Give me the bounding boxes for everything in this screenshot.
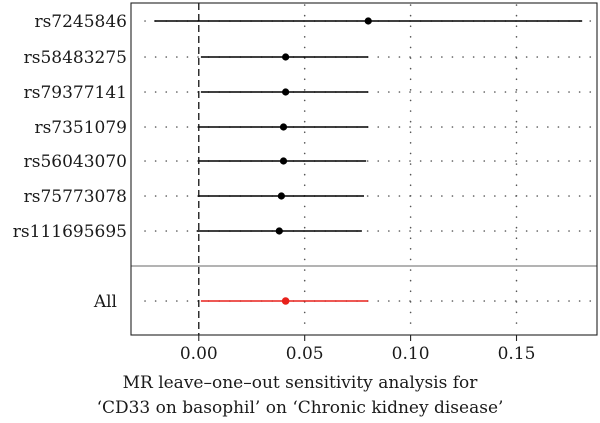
snp-label-rs56043070: rs56043070 — [24, 152, 127, 172]
point-estimate-rs56043070 — [279, 157, 288, 165]
snp-label-rs7245846: rs7245846 — [34, 12, 127, 32]
y-axis-labels: rs7245846 rs58483275 rs79377141 rs7351079 rs… — [13, 12, 127, 312]
point-estimate-rs7351079 — [279, 123, 288, 131]
snp-label-rs58483275: rs58483275 — [24, 48, 127, 68]
grid-layer — [144, 4, 594, 334]
point-estimate-rs58483275 — [282, 53, 290, 61]
point-estimate-rs79377141 — [282, 88, 290, 96]
x-axis-title-line-2: ‘CD33 on basophil’ on ‘Chronic kidney di… — [97, 398, 504, 418]
snp-label-rs75773078: rs75773078 — [24, 187, 127, 207]
point-estimate-rs7245846 — [364, 17, 372, 25]
x-tick-label-2: 0.10 — [392, 344, 430, 364]
point-estimate-rs75773078 — [277, 192, 285, 200]
overall-label: All — [93, 292, 117, 312]
point-estimate-rs111695695 — [275, 227, 283, 235]
x-tick-label-0: 0.00 — [180, 344, 218, 364]
plot-frame — [130, 2, 598, 336]
x-tick-label-1: 0.05 — [286, 344, 324, 364]
snp-label-rs111695695: rs111695695 — [13, 222, 127, 242]
point-estimate-overall — [281, 297, 290, 305]
snp-label-rs7351079: rs7351079 — [34, 118, 127, 138]
marks-layer — [154, 17, 583, 305]
x-axis: 0.00 0.05 0.10 0.15 — [180, 335, 536, 364]
x-axis-title-line-1: MR leave–one–out sensitivity analysis fo… — [123, 373, 479, 393]
snp-label-rs79377141: rs79377141 — [24, 83, 127, 103]
x-tick-label-3: 0.15 — [498, 344, 536, 364]
